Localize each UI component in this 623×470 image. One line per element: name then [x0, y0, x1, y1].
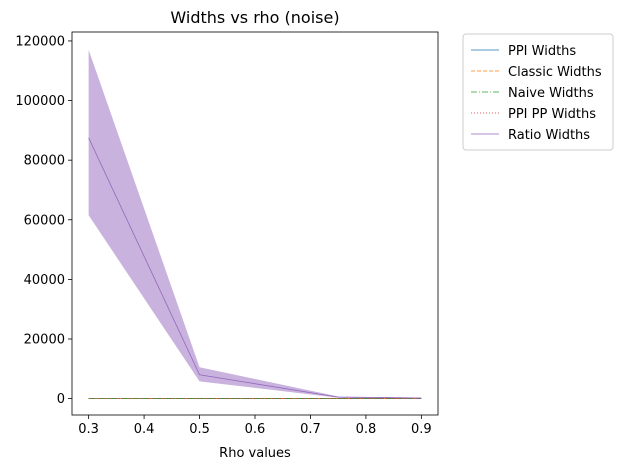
x-tick-label-0: 0.3	[78, 422, 99, 437]
series-band-4	[88, 49, 422, 399]
x-tick-label-3: 0.6	[245, 422, 266, 437]
legend-box	[462, 33, 614, 151]
x-tick-label-4: 0.7	[300, 422, 321, 437]
y-tick-label-1: 20000	[24, 332, 65, 347]
y-tick-label-5: 100000	[15, 94, 65, 109]
chart-title: Widths vs rho (noise)	[170, 8, 339, 27]
legend-label-0: PPI Widths	[508, 44, 576, 59]
plot-area	[88, 49, 422, 399]
y-tick-label-3: 60000	[24, 213, 65, 228]
y-tick-label-0: 0	[57, 392, 65, 407]
x-tick-label-6: 0.9	[411, 422, 432, 437]
legend-label-1: Classic Widths	[508, 65, 602, 80]
legend-label-4: Ratio Widths	[508, 128, 590, 143]
legend-label-3: PPI PP Widths	[508, 107, 596, 122]
x-axis-label: Rho values	[219, 446, 291, 461]
y-tick-label-6: 120000	[15, 34, 65, 49]
y-tick-label-4: 80000	[24, 154, 65, 169]
x-tick-label-2: 0.5	[189, 422, 210, 437]
legend: PPI Widths Classic Widths Naive Widths PPI …	[462, 33, 614, 151]
x-tick-label-5: 0.8	[356, 422, 377, 437]
y-tick-label-2: 40000	[24, 273, 65, 288]
series-line-4	[88, 137, 422, 399]
x-tick-label-1: 0.4	[134, 422, 155, 437]
axes: 0.3 0.4 0.5 0.6 0.7 0.8 0.9 0 20000 40000 60000 800…	[15, 31, 439, 437]
legend-label-2: Naive Widths	[508, 86, 594, 101]
